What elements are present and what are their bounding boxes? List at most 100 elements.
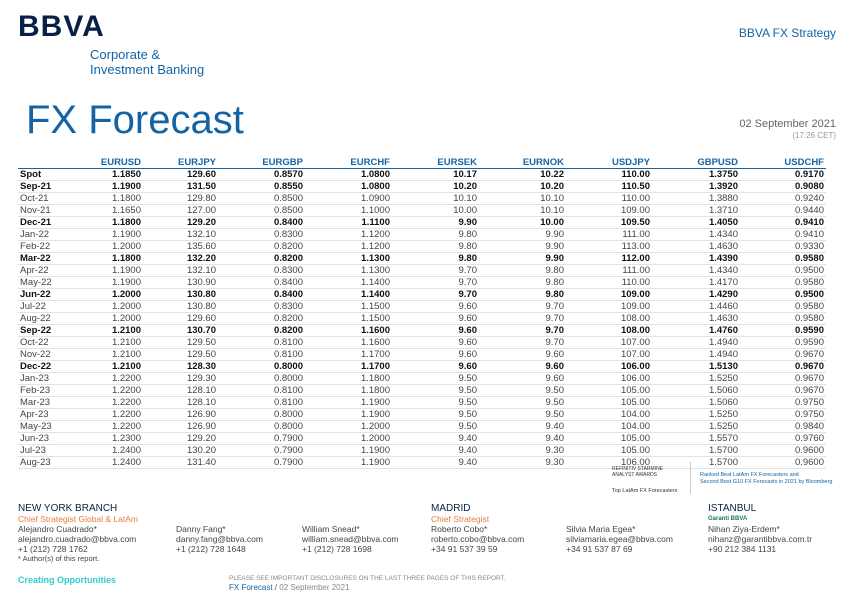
logo: BBVA — [18, 10, 105, 43]
cell: 1.5130 — [652, 360, 740, 373]
award-badge: REFINITIV STARMINE ANALYST AWARDS — [612, 466, 664, 478]
cell: 1.2100 — [80, 336, 143, 349]
name: Silvia Maria Egea* — [566, 524, 636, 534]
office: ISTANBUL — [708, 503, 757, 514]
cell: 1.2300 — [80, 432, 143, 445]
cell: 1.5250 — [652, 420, 740, 433]
cell: 109.50 — [566, 216, 652, 229]
cell: 1.1200 — [305, 228, 392, 241]
cell: 1.1000 — [305, 204, 392, 217]
cell: 127.00 — [143, 204, 218, 217]
cell: 0.8000 — [218, 408, 305, 421]
row-label: Aug-23 — [18, 456, 80, 469]
email: nihanz@garantibbva.com.tr — [708, 534, 813, 544]
cell: 1.1900 — [305, 456, 392, 469]
cell: 0.9240 — [740, 192, 826, 205]
cell: 0.7900 — [218, 432, 305, 445]
cell: 9.90 — [479, 240, 566, 253]
divider — [690, 462, 691, 494]
cell: 0.9840 — [740, 420, 826, 433]
cell: 0.9670 — [740, 360, 826, 373]
column-header: EURCHF — [305, 156, 392, 169]
row-label: Oct-22 — [18, 336, 80, 349]
disclosure: PLEASE SEE IMPORTANT DISCLOSURES ON THE … — [229, 575, 506, 582]
cell: 0.8200 — [218, 324, 305, 337]
cell: 0.9670 — [740, 348, 826, 361]
cell: 10.17 — [392, 168, 479, 181]
row-label: Jul-22 — [18, 300, 80, 313]
column-header: USDCHF — [740, 156, 826, 169]
cell: 9.50 — [392, 408, 479, 421]
cell: 0.9600 — [740, 444, 826, 457]
cell: 10.00 — [392, 204, 479, 217]
cell: 1.5250 — [652, 372, 740, 385]
row: Oct-21 1.1800 129.80 0.8500 1.0900 10.10 10.10… — [18, 192, 826, 205]
cell: 1.0800 — [305, 180, 392, 193]
cell: 1.1300 — [305, 252, 392, 265]
name: Danny Fang* — [176, 524, 226, 534]
column-header: EURNOK — [479, 156, 566, 169]
cell: 1.1800 — [305, 384, 392, 397]
cell: 9.60 — [392, 324, 479, 337]
cell: 1.1100 — [305, 216, 392, 229]
cell: 9.60 — [392, 300, 479, 313]
row: Oct-22 1.2100 129.50 0.8100 1.1600 9.60 9.70 10… — [18, 336, 826, 349]
cell: 1.4170 — [652, 276, 740, 289]
row-label: Feb-22 — [18, 240, 80, 253]
cell: 0.8550 — [218, 180, 305, 193]
cell: 9.90 — [392, 216, 479, 229]
cell: 130.90 — [143, 276, 218, 289]
cell: 112.00 — [566, 252, 652, 265]
cell: 110.00 — [566, 168, 652, 181]
row: May-23 1.2200 126.90 0.8000 1.2000 9.50 9.40 10… — [18, 420, 826, 433]
cell: 1.1500 — [305, 312, 392, 325]
row-label: Nov-22 — [18, 348, 80, 361]
cell: 0.9600 — [740, 456, 826, 469]
cell: 9.70 — [479, 324, 566, 337]
cell: 1.3750 — [652, 168, 740, 181]
cell: 132.10 — [143, 264, 218, 277]
cell: 1.1600 — [305, 336, 392, 349]
cell: 9.70 — [392, 288, 479, 301]
cell: 1.1850 — [80, 168, 143, 181]
cell: 1.2000 — [80, 312, 143, 325]
cell: 105.00 — [566, 444, 652, 457]
column-header: USDJPY — [566, 156, 652, 169]
cell: 1.1900 — [80, 276, 143, 289]
email: danny.fang@bbva.com — [176, 534, 263, 544]
cell: 1.1900 — [80, 228, 143, 241]
cell: 1.1400 — [305, 276, 392, 289]
cell: 1.1900 — [80, 180, 143, 193]
award-caption: Top LatAm FX Forecasters — [612, 488, 678, 494]
row-label: Jan-22 — [18, 228, 80, 241]
row-label: Jan-23 — [18, 372, 80, 385]
cell: 1.1700 — [305, 348, 392, 361]
cell: 1.2000 — [80, 240, 143, 253]
cell: 106.00 — [566, 456, 652, 469]
cell: 0.8400 — [218, 276, 305, 289]
cell: 131.40 — [143, 456, 218, 469]
cell: 9.70 — [479, 336, 566, 349]
row-label: Apr-22 — [18, 264, 80, 277]
cell: 110.00 — [566, 276, 652, 289]
email: silviamaria.egea@bbva.com — [566, 534, 673, 544]
cell: 108.00 — [566, 324, 652, 337]
cell: 1.2200 — [80, 372, 143, 385]
row-label: Sep-21 — [18, 180, 80, 193]
cell: 0.8300 — [218, 228, 305, 241]
cell: 104.00 — [566, 408, 652, 421]
cell: 106.00 — [566, 360, 652, 373]
cell: 1.4340 — [652, 228, 740, 241]
row: Jan-23 1.2200 129.30 0.8000 1.1800 9.50 9.60 10… — [18, 372, 826, 385]
cell: 108.00 — [566, 312, 652, 325]
cell: 9.70 — [392, 264, 479, 277]
row: Jul-22 1.2000 130.80 0.8300 1.1500 9.60 9.70 10… — [18, 300, 826, 313]
cell: 9.60 — [392, 312, 479, 325]
cell: 9.80 — [392, 240, 479, 253]
cell: 1.1900 — [305, 408, 392, 421]
cell: 129.50 — [143, 336, 218, 349]
row: Mar-22 1.1800 132.20 0.8200 1.1300 9.80 9.90 11… — [18, 252, 826, 265]
cell: 1.5700 — [652, 456, 740, 469]
cell: 111.00 — [566, 264, 652, 277]
cell: 9.60 — [392, 348, 479, 361]
